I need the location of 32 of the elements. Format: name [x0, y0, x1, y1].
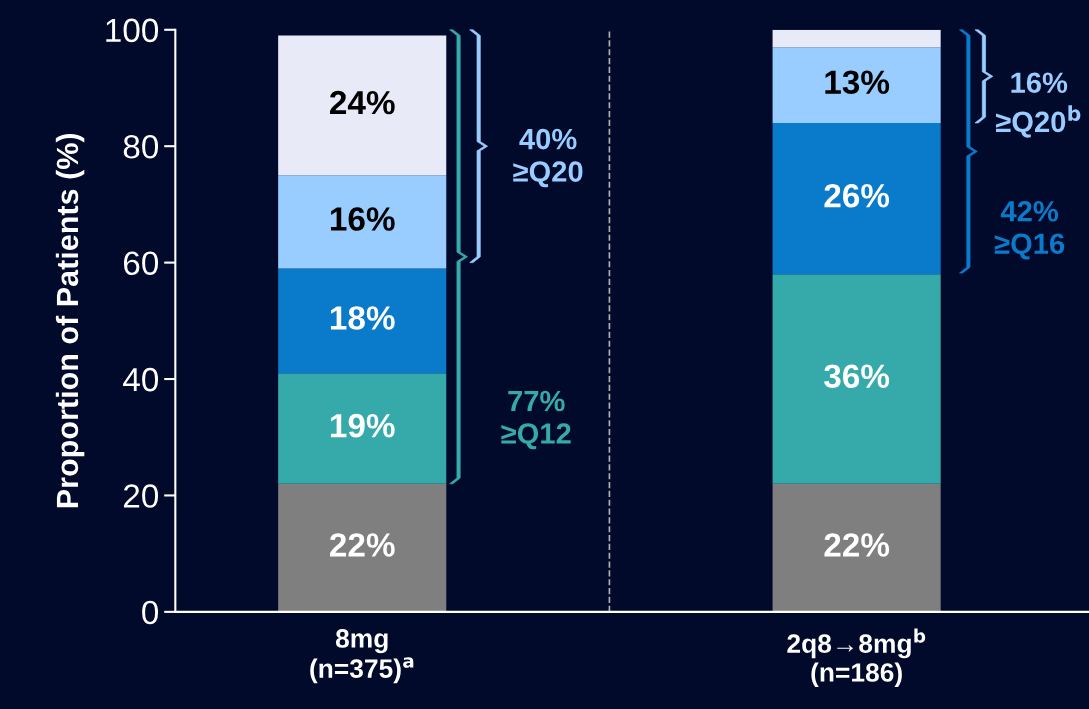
data-label: 36% [824, 364, 890, 389]
y-tick-label: 40 [123, 367, 159, 392]
y-axis-title: Proportion of Patients (%) [55, 133, 85, 508]
bar [278, 268, 447, 374]
bar [772, 483, 941, 612]
data-label: 22% [824, 533, 890, 557]
annotation: 42% ≥Q16 [994, 200, 1065, 260]
data-label: 26% [824, 183, 890, 208]
data-label: 18% [330, 306, 395, 330]
bar [278, 35, 447, 176]
bar [278, 483, 447, 612]
category-label: 2q8→8mg$^{b}$ (n=186) [787, 628, 926, 688]
bar [278, 373, 447, 484]
data-label: 19% [330, 413, 395, 438]
y-tick-label: 0 [142, 600, 159, 625]
data-label: 13% [825, 70, 890, 95]
bar [278, 175, 447, 269]
bar [772, 274, 941, 484]
y-tick-label: 80 [123, 135, 159, 159]
annotation: 40% ≥Q20 [513, 128, 583, 188]
annotation: 77% ≥Q12 [501, 390, 571, 450]
data-label: 22% [330, 533, 395, 557]
annotation: 16% ≥Q20$^{b}$ [995, 72, 1081, 138]
data-label: 16% [330, 207, 395, 231]
data-label: 24% [330, 90, 395, 115]
bar [772, 122, 941, 275]
bar [772, 47, 941, 123]
y-tick-label: 60 [123, 251, 159, 276]
y-tick-label: 20 [123, 484, 159, 508]
y-tick-label: 100 [106, 18, 159, 43]
x-tick-label: 8mg (n=375)$^{a}$ [310, 629, 414, 684]
bar [772, 29, 941, 48]
